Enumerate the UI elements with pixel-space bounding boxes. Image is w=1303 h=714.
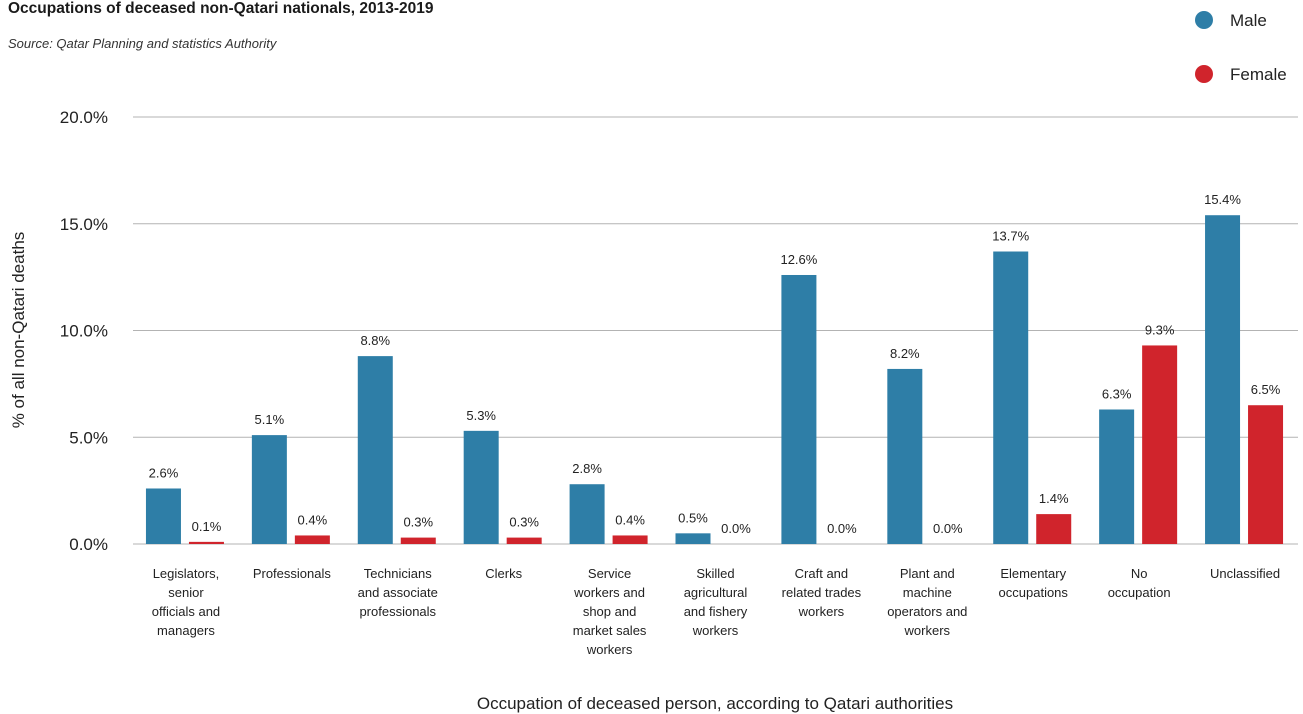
- x-axis-title: Occupation of deceased person, according…: [477, 694, 953, 713]
- male-value-label: 13.7%: [992, 229, 1029, 244]
- x-category-label: professionals: [359, 604, 436, 619]
- x-category-label: machine: [903, 585, 952, 600]
- male-value-label: 5.1%: [255, 412, 285, 427]
- x-category-label: workers: [904, 623, 951, 638]
- x-category-label: Legislators,: [153, 566, 219, 581]
- female-value-label: 9.3%: [1145, 322, 1175, 337]
- female-bar: [400, 537, 436, 544]
- male-bar: [357, 356, 393, 544]
- y-axis-ticks: 0.0% 5.0% 10.0% 15.0% 20.0%: [60, 108, 108, 554]
- x-category-label: workers: [692, 623, 739, 638]
- male-value-label: 2.6%: [149, 465, 179, 480]
- male-value-label: 0.5%: [678, 510, 708, 525]
- male-bar: [675, 533, 711, 544]
- x-category-label: officials and: [152, 604, 220, 619]
- male-bar: [145, 488, 181, 544]
- female-value-label: 0.4%: [298, 512, 328, 527]
- y-tick-label: 5.0%: [69, 428, 108, 447]
- x-category-label: market sales: [573, 623, 647, 638]
- male-bar: [993, 251, 1029, 544]
- x-category-label: senior: [168, 585, 204, 600]
- chart-subtitle: Source: Qatar Planning and statistics Au…: [8, 36, 277, 51]
- x-category-label: Skilled: [696, 566, 734, 581]
- x-category-label: and fishery: [684, 604, 748, 619]
- female-legend-marker: [1195, 65, 1213, 83]
- x-category-label: workers: [586, 642, 633, 657]
- female-legend-label: Female: [1230, 65, 1287, 84]
- x-category-label: Service: [588, 566, 631, 581]
- male-value-label: 8.8%: [360, 333, 390, 348]
- chart-title: Occupations of deceased non-Qatari natio…: [8, 0, 434, 17]
- x-axis-categories: Legislators, senior officials and managers P…: [152, 566, 1280, 657]
- y-tick-label: 20.0%: [60, 108, 108, 127]
- x-category-label: Clerks: [485, 566, 522, 581]
- female-value-label: 0.0%: [721, 521, 751, 536]
- male-value-label: 5.3%: [466, 408, 496, 423]
- male-bar: [887, 368, 923, 544]
- x-category-label: Unclassified: [1210, 566, 1280, 581]
- female-value-label: 0.4%: [615, 512, 645, 527]
- y-axis-title: % of all non-Qatari deaths: [9, 232, 28, 429]
- x-category-label: managers: [157, 623, 215, 638]
- female-bar: [1142, 345, 1178, 544]
- female-bar: [188, 541, 224, 544]
- x-category-label: workers and: [573, 585, 645, 600]
- legend: Male Female: [1195, 11, 1287, 84]
- male-bar: [1099, 409, 1135, 544]
- male-value-label: 2.8%: [572, 461, 602, 476]
- male-value-label: 8.2%: [890, 346, 920, 361]
- x-category-label: Elementary: [1000, 566, 1066, 581]
- female-value-label: 6.5%: [1251, 382, 1281, 397]
- x-category-label: occupations: [999, 585, 1069, 600]
- male-value-label: 12.6%: [780, 252, 817, 267]
- female-value-label: 0.0%: [933, 521, 963, 536]
- x-category-label: No: [1131, 566, 1148, 581]
- x-category-label: operators and: [887, 604, 967, 619]
- x-category-label: related trades: [782, 585, 862, 600]
- y-tick-label: 0.0%: [69, 535, 108, 554]
- male-bar: [251, 435, 287, 544]
- x-category-label: Technicians: [364, 566, 432, 581]
- male-legend-marker: [1195, 11, 1213, 29]
- y-tick-label: 10.0%: [60, 322, 108, 341]
- x-category-label: occupation: [1108, 585, 1171, 600]
- x-category-label: agricultural: [684, 585, 748, 600]
- male-value-label: 15.4%: [1204, 192, 1241, 207]
- y-tick-label: 15.0%: [60, 215, 108, 234]
- male-bar: [569, 484, 605, 544]
- female-value-label: 0.0%: [827, 521, 857, 536]
- female-bar: [1248, 405, 1284, 544]
- female-value-label: 0.3%: [403, 515, 433, 530]
- female-value-label: 1.4%: [1039, 491, 1069, 506]
- male-legend-label: Male: [1230, 11, 1267, 30]
- bars: [145, 215, 1284, 544]
- x-category-label: shop and: [583, 604, 637, 619]
- female-bar: [294, 535, 330, 544]
- x-category-label: Plant and: [900, 566, 955, 581]
- value-labels: 2.6% 0.1% 5.1% 0.4% 8.8% 0.3% 5.3% 0.3% 2.8% 0.4%…: [149, 192, 1281, 536]
- female-value-label: 0.3%: [509, 515, 539, 530]
- male-value-label: 6.3%: [1102, 386, 1132, 401]
- male-bar: [781, 274, 817, 544]
- female-bar: [612, 535, 648, 544]
- female-value-label: 0.1%: [192, 519, 222, 534]
- x-category-label: Craft and: [795, 566, 848, 581]
- x-category-label: workers: [798, 604, 845, 619]
- x-category-label: and associate: [358, 585, 438, 600]
- female-bar: [506, 537, 542, 544]
- male-bar: [1205, 215, 1241, 544]
- male-bar: [463, 430, 499, 544]
- x-category-label: Professionals: [253, 566, 332, 581]
- female-bar: [1036, 514, 1072, 544]
